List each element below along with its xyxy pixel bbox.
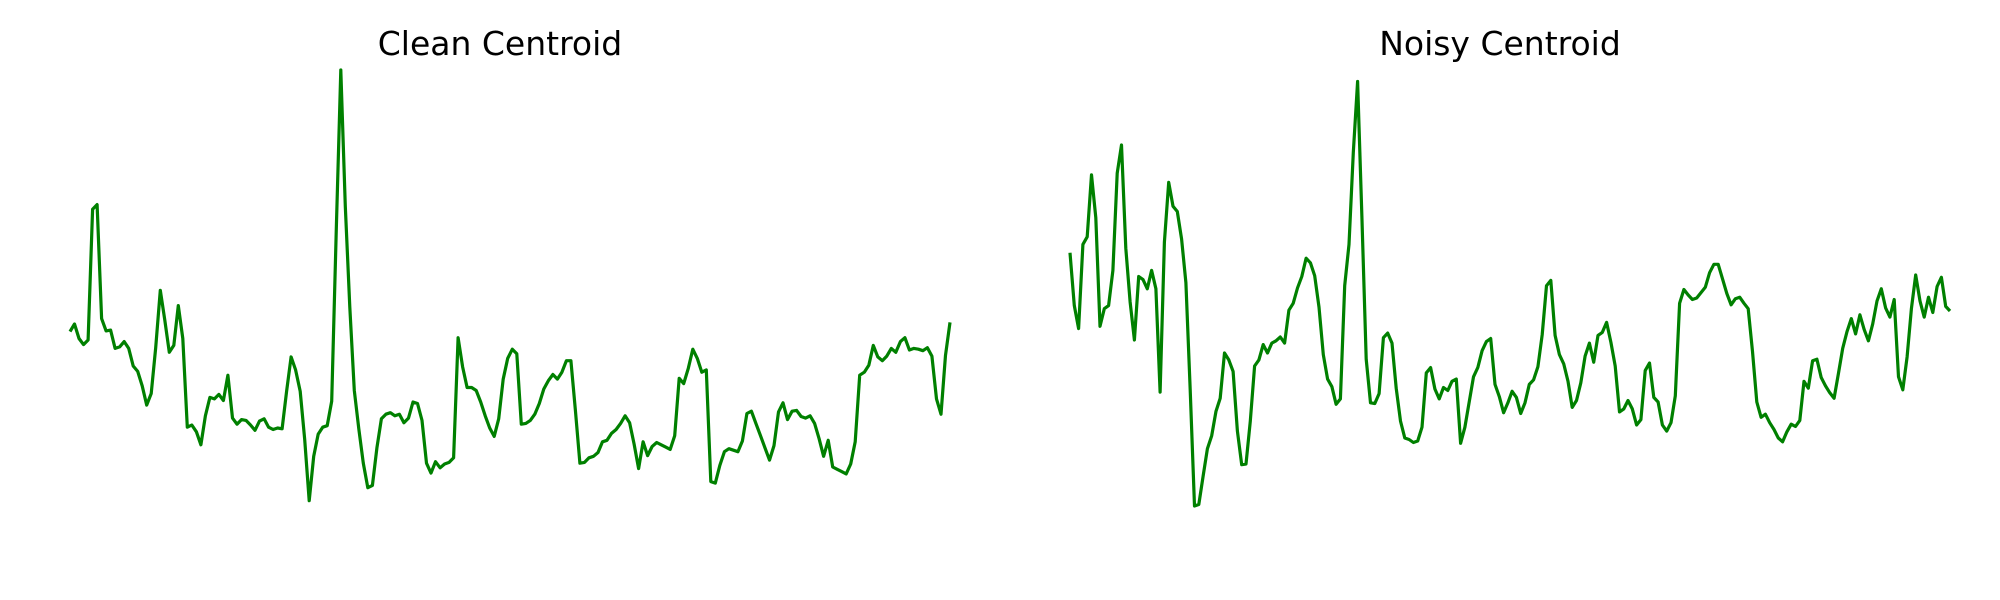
clean-centroid-chart	[68, 68, 952, 503]
noisy-centroid-title: Noisy Centroid	[1379, 24, 1621, 63]
series-line-0	[68, 68, 952, 503]
clean-centroid-title: Clean Centroid	[377, 24, 623, 63]
noisy-centroid-panel: Noisy Centroid	[1000, 0, 2000, 600]
series-line-0	[1068, 79, 1952, 508]
noisy-centroid-chart	[1068, 79, 1952, 508]
clean-centroid-panel: Clean Centroid	[68, 24, 952, 503]
